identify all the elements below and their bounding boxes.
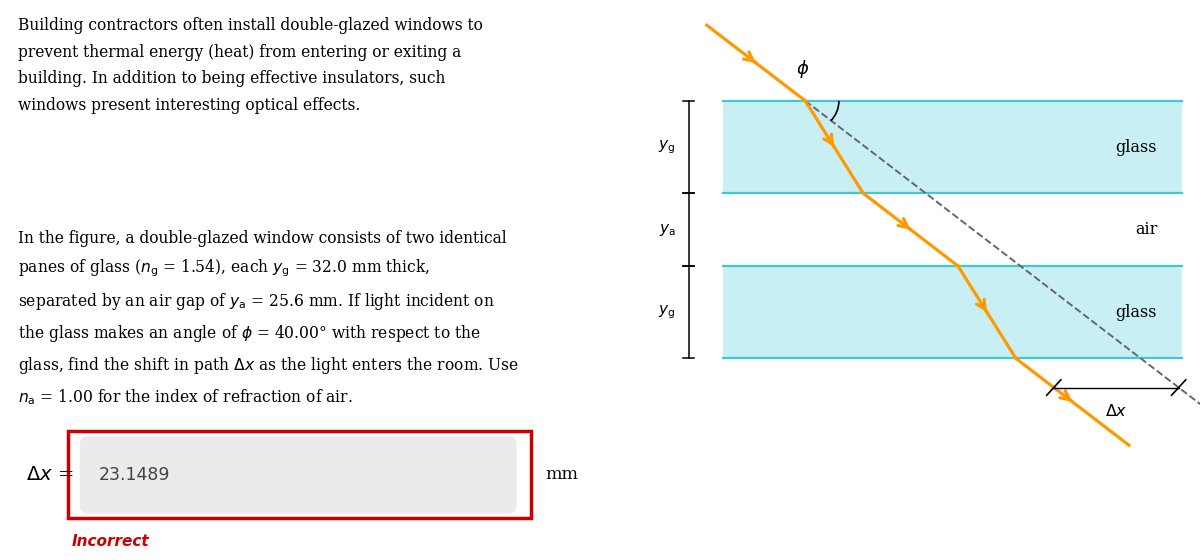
Text: $y_\mathrm{g}$: $y_\mathrm{g}$	[659, 304, 676, 321]
Text: mm: mm	[545, 466, 578, 483]
Bar	[722, 101, 1182, 193]
Text: $y_\mathrm{g}$: $y_\mathrm{g}$	[659, 138, 676, 156]
FancyBboxPatch shape	[79, 436, 517, 514]
Text: $\phi$: $\phi$	[796, 58, 809, 80]
Text: air: air	[1135, 221, 1157, 238]
Text: glass: glass	[1116, 138, 1157, 156]
Text: $\Delta x$ =: $\Delta x$ =	[26, 465, 73, 484]
Text: $y_\mathrm{a}$: $y_\mathrm{a}$	[659, 222, 676, 237]
Text: glass: glass	[1116, 304, 1157, 321]
Text: Building contractors often install double-glazed windows to
prevent thermal ener: Building contractors often install doubl…	[18, 17, 482, 114]
Bar	[722, 266, 1182, 358]
FancyBboxPatch shape	[68, 431, 530, 518]
Text: 23.1489: 23.1489	[98, 466, 169, 484]
Text: Incorrect: Incorrect	[71, 534, 149, 549]
Text: In the figure, a double-glazed window consists of two identical
panes of glass (: In the figure, a double-glazed window co…	[18, 230, 518, 407]
Text: $\Delta x$: $\Delta x$	[1105, 403, 1128, 420]
